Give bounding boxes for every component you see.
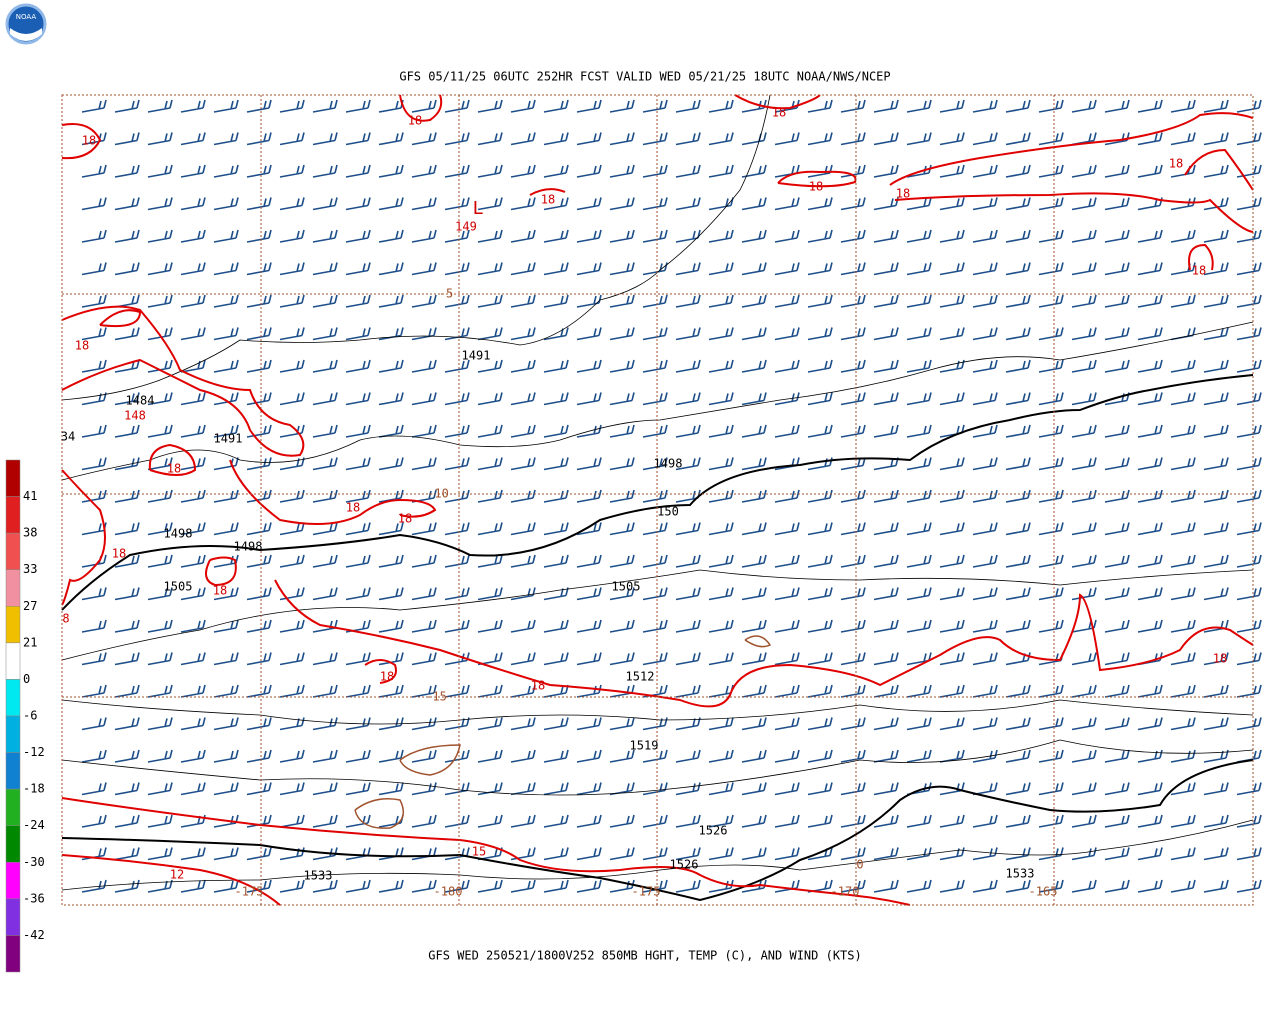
height-label: 1512 xyxy=(626,670,655,684)
color-label: -30 xyxy=(23,855,45,869)
color-label: 38 xyxy=(23,526,37,540)
height-label: 1526 xyxy=(699,824,728,838)
temp-label: 15 xyxy=(472,845,486,859)
height-label: 1533 xyxy=(1006,867,1035,881)
temp-label: 18 xyxy=(1169,157,1183,171)
temp-label: 12 xyxy=(170,868,184,882)
color-swatch xyxy=(5,496,21,534)
temp-label: 18 xyxy=(112,547,126,561)
isotherm-label: -10 xyxy=(427,487,449,501)
map-grid xyxy=(61,94,1254,906)
isotherm-label: -180 xyxy=(434,885,463,899)
color-swatch xyxy=(5,788,21,826)
temp-label: 18 xyxy=(380,670,394,684)
temp-label: 18 xyxy=(1213,652,1227,666)
color-label: -12 xyxy=(23,745,45,759)
map-title: GFS 05/11/25 06UTC 252HR FCST VALID WED … xyxy=(399,70,890,84)
color-swatch xyxy=(5,715,21,753)
color-swatch xyxy=(5,679,21,717)
color-label: 33 xyxy=(23,562,37,576)
height-label: 1498 xyxy=(654,457,683,471)
color-swatch xyxy=(5,935,21,973)
barb-set xyxy=(81,99,1262,893)
height-label: 1491 xyxy=(214,432,243,446)
height-label: 150 xyxy=(657,505,679,519)
color-label: -24 xyxy=(23,818,45,832)
temp-label: 18 xyxy=(531,679,545,693)
height-label: 1505 xyxy=(164,580,193,594)
color-swatch xyxy=(5,459,21,497)
logo-text: NOAA xyxy=(16,13,37,21)
color-label: -36 xyxy=(23,891,45,905)
color-swatch xyxy=(5,898,21,936)
low-symbol: L xyxy=(473,198,484,219)
low-value: 149 xyxy=(455,220,477,234)
temp-label: 18 xyxy=(75,339,89,353)
temp-label: 18 xyxy=(167,462,181,476)
color-swatch xyxy=(5,532,21,570)
noaa-logo: NOAA xyxy=(5,3,47,45)
height-label: 1484 xyxy=(126,394,155,408)
height-label: 1526 xyxy=(670,858,699,872)
color-swatch xyxy=(5,862,21,900)
isotherm-label: -175 xyxy=(632,885,661,899)
color-swatch xyxy=(5,825,21,863)
color-label: 21 xyxy=(23,635,37,649)
color-label: -6 xyxy=(23,709,37,723)
height-label: 1491 xyxy=(462,349,491,363)
temp-label: 18 xyxy=(1192,264,1206,278)
center-value: 148 xyxy=(124,409,146,423)
temp-label: 18 xyxy=(213,584,227,598)
height-label: 1519 xyxy=(630,739,659,753)
map-caption: GFS WED 250521/1800V252 850MB HGHT, TEMP… xyxy=(428,949,861,963)
height-label: 1498 xyxy=(164,527,193,541)
isotherm-label: -175 xyxy=(235,885,264,899)
color-label: -42 xyxy=(23,928,45,942)
temp-label: 18 xyxy=(809,180,823,194)
temp-label: 18 xyxy=(346,501,360,515)
temp-label: 18 xyxy=(772,106,786,120)
height-label: 1533 xyxy=(304,869,333,883)
color-swatch xyxy=(5,642,21,680)
color-label: 0 xyxy=(23,672,30,686)
isotherm-label: -5 xyxy=(439,287,453,301)
temp-label: 18 xyxy=(82,134,96,148)
contours xyxy=(61,94,1254,906)
color-swatch xyxy=(5,569,21,607)
temp-label: 18 xyxy=(408,114,422,128)
isotherm-label: -15 xyxy=(425,690,447,704)
color-swatch xyxy=(5,606,21,644)
height-label: 1505 xyxy=(612,580,641,594)
isotherm-label: -165 xyxy=(1029,885,1058,899)
height-label: 34 xyxy=(61,430,75,444)
isotherm-label: 0 xyxy=(856,858,863,872)
isotherm-label: -170 xyxy=(831,885,860,899)
temp-label: 18 xyxy=(896,187,910,201)
color-bar: 41 38 33 27 21 0 -6 -12 -18 -24 -30 -36 -42 xyxy=(5,459,45,973)
temp-label: 18 xyxy=(541,193,555,207)
color-label: 27 xyxy=(23,599,37,613)
color-label: -18 xyxy=(23,782,45,796)
color-label: 41 xyxy=(23,489,37,503)
height-label: 1498 xyxy=(234,540,263,554)
temp-label: 8 xyxy=(62,612,69,626)
color-swatch xyxy=(5,752,21,790)
temp-label: 18 xyxy=(398,512,412,526)
wind-barbs xyxy=(81,99,1262,893)
